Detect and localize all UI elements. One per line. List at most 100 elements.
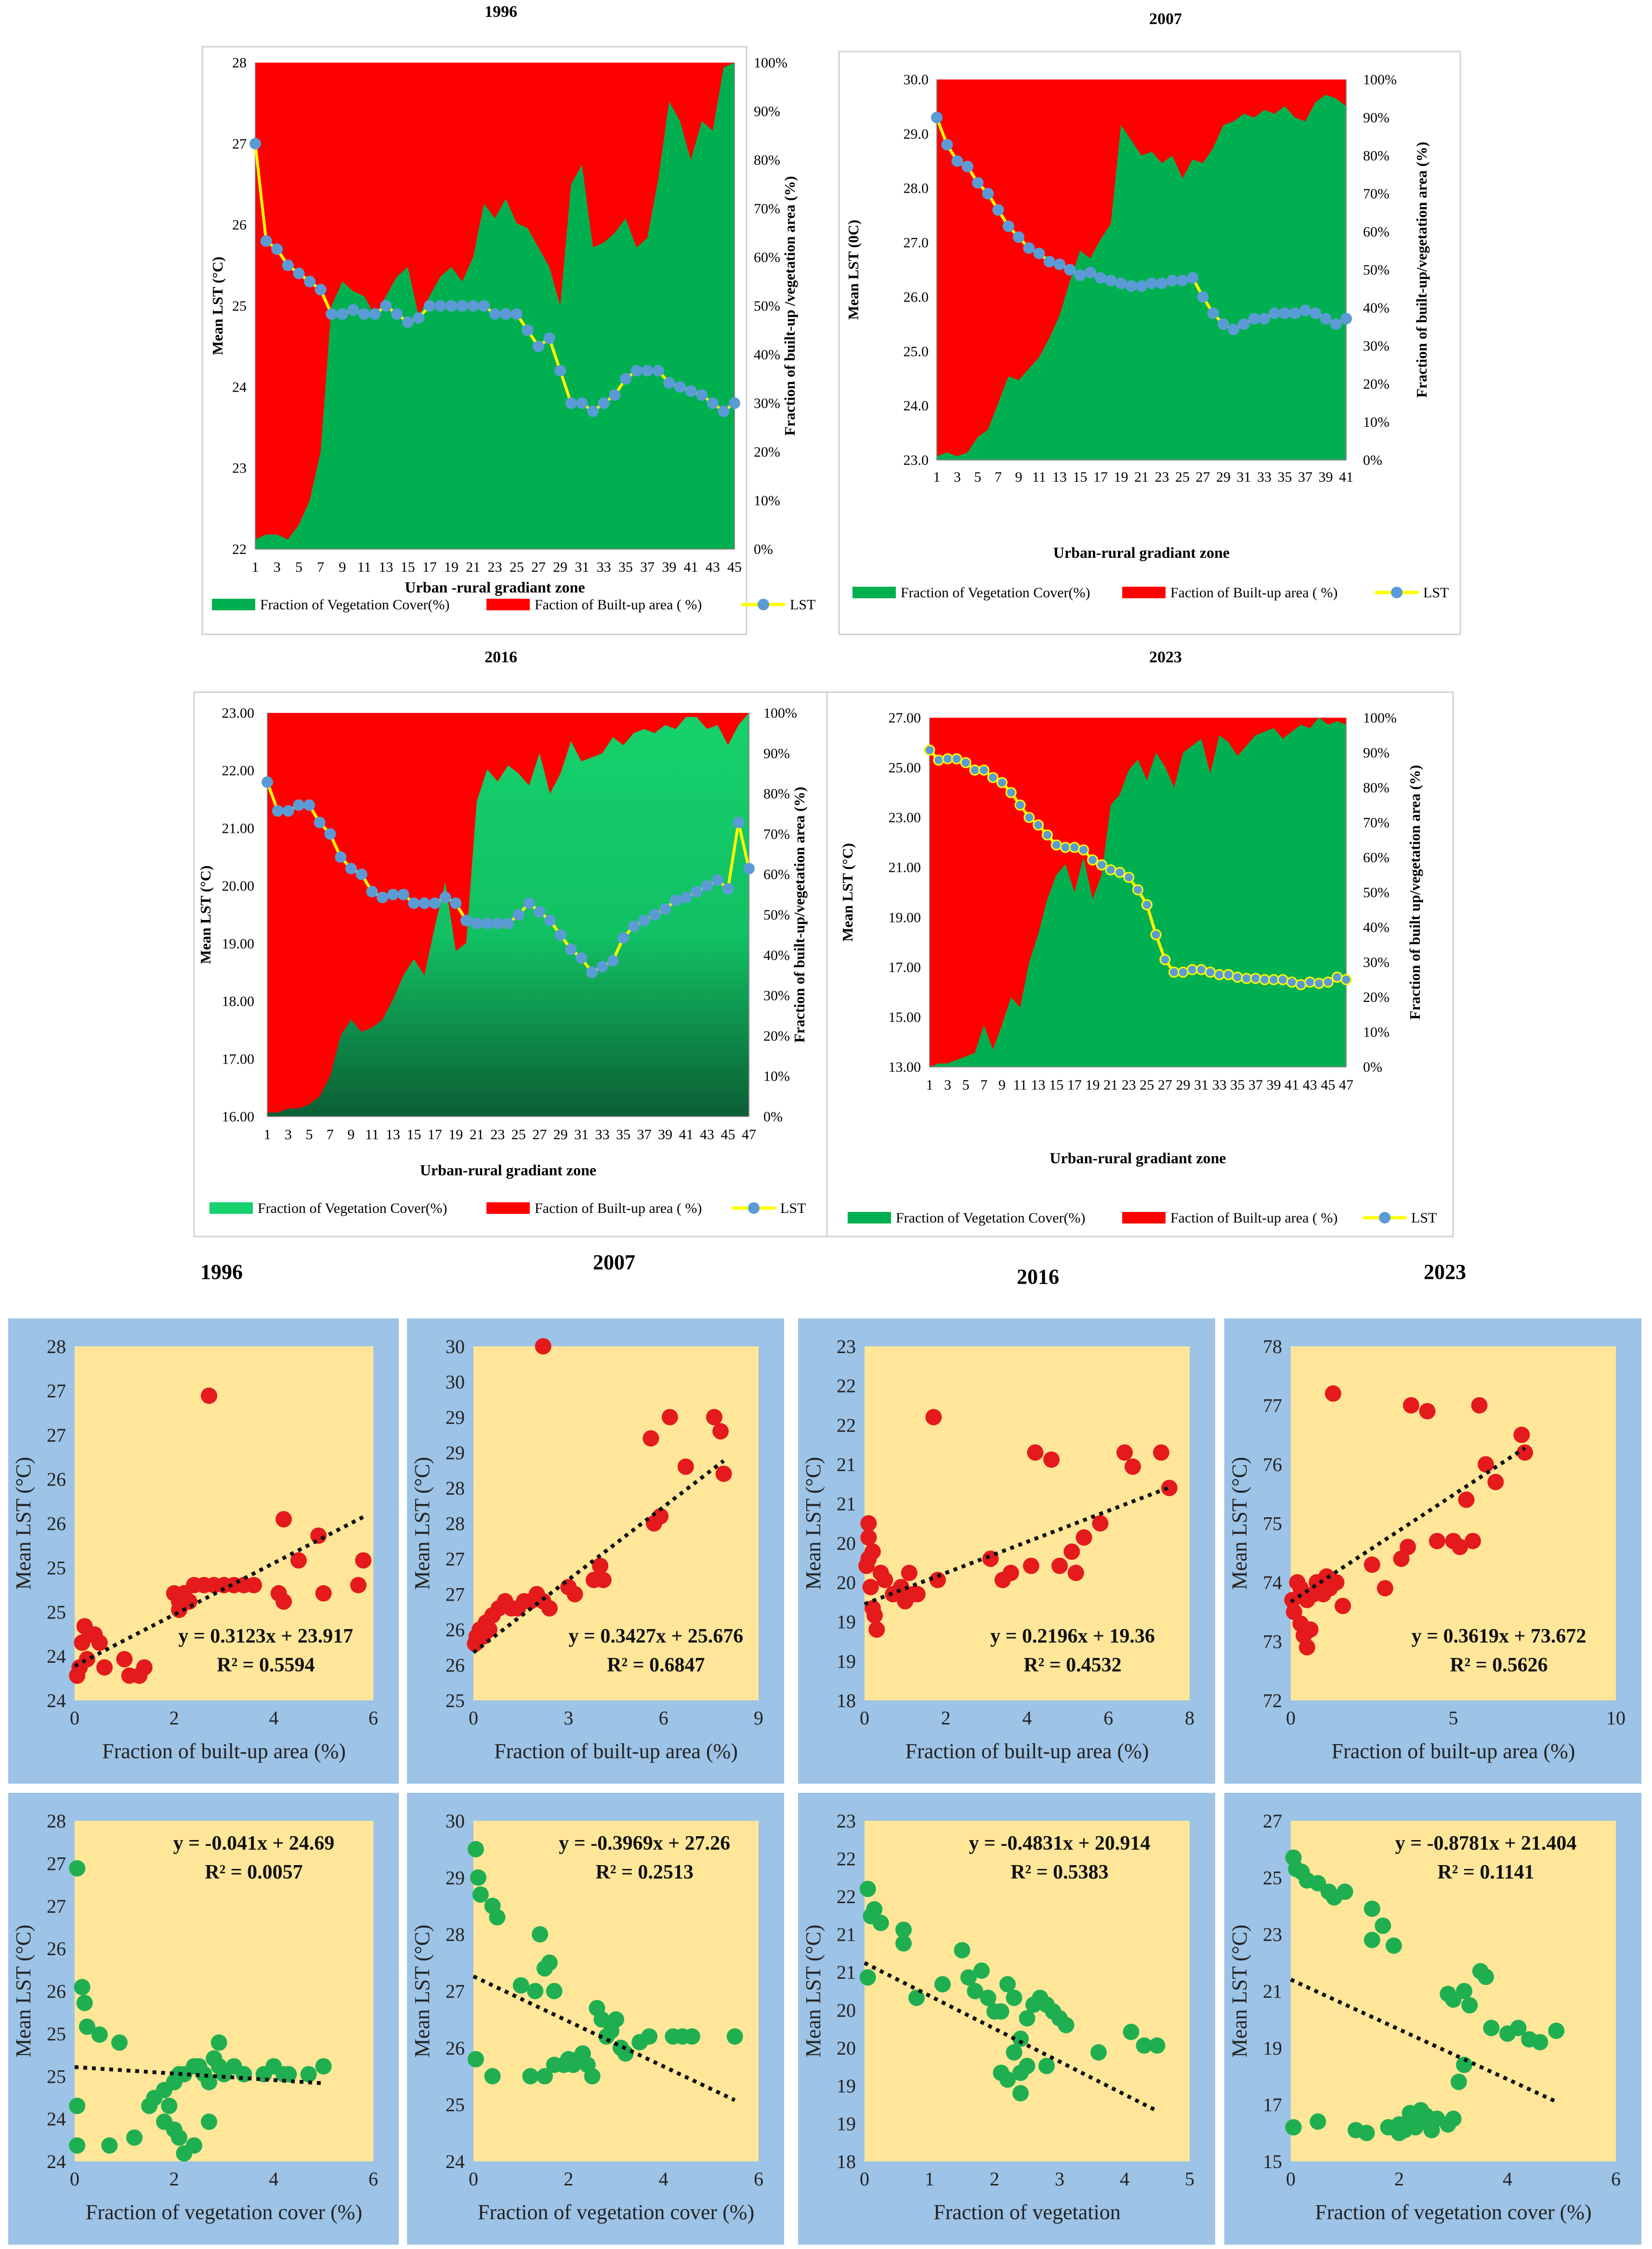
trendline xyxy=(74,2065,324,2085)
scatter-point xyxy=(69,2097,86,2114)
x-tick-label: 23 xyxy=(1155,469,1169,485)
scatter-point xyxy=(1019,2058,1036,2074)
y-tick-label: 24 xyxy=(47,1645,66,1667)
x-axis-label: Urban-rural gradiant zone xyxy=(420,1161,596,1179)
y-tick-label: 22 xyxy=(837,1414,856,1436)
lst-point xyxy=(544,915,556,926)
x-tick-label: 39 xyxy=(658,1127,672,1143)
y-tick-label: 25.00 xyxy=(889,760,921,776)
lst-point xyxy=(691,886,703,898)
scatter-point xyxy=(1532,2034,1548,2051)
scatter-point xyxy=(617,2045,634,2062)
x-tick-label: 15 xyxy=(406,1127,421,1143)
lst-point xyxy=(1259,313,1270,325)
scatter-point xyxy=(1310,2113,1326,2130)
x-tick-label: 23 xyxy=(1122,1077,1136,1093)
scatter-point xyxy=(860,1529,877,1546)
x-tick-label: 8 xyxy=(1185,1707,1194,1729)
lst-point xyxy=(391,308,403,320)
scatter-point xyxy=(726,2028,743,2045)
lst-point xyxy=(481,918,493,929)
scatter-point xyxy=(355,1552,372,1569)
scatter-point xyxy=(999,1976,1016,1993)
scatter-point xyxy=(96,1659,113,1676)
lst-point xyxy=(596,960,608,973)
lst-point xyxy=(619,373,631,385)
scatter-point xyxy=(315,1585,332,1602)
y2-tick-label: 90% xyxy=(754,104,780,119)
x-tick-label: 47 xyxy=(742,1127,756,1143)
lst-point xyxy=(249,138,261,150)
scatter-point xyxy=(1391,2125,1407,2142)
y2-tick-label: 20% xyxy=(763,1028,790,1044)
legend-vegetation-label: Fraction of Vegetation Cover(%) xyxy=(896,1210,1086,1226)
scatter-point xyxy=(86,1626,103,1643)
trend-r2: R² = 0.5594 xyxy=(217,1654,315,1676)
y-tick-label: 17.00 xyxy=(889,960,921,975)
scatter-point xyxy=(512,1977,529,1994)
lst-point xyxy=(1150,929,1162,940)
x-tick-label: 45 xyxy=(727,559,742,575)
scatter-point xyxy=(201,2113,217,2130)
scatter-point xyxy=(1337,1883,1353,1900)
lst-point xyxy=(718,405,730,417)
scatter-point xyxy=(275,1511,292,1527)
lst-point xyxy=(1313,978,1325,989)
lst-point xyxy=(446,300,457,312)
scatter-point xyxy=(1364,1556,1380,1573)
x-tick-label: 3 xyxy=(944,1077,951,1093)
lst-point xyxy=(434,300,446,312)
y2-tick-label: 40% xyxy=(1363,920,1390,935)
lst-point xyxy=(576,397,588,409)
y2-tick-label: 20% xyxy=(1363,376,1390,392)
scatter-point xyxy=(76,1995,93,2012)
scatter-point xyxy=(1548,2023,1565,2039)
x-tick-label: 41 xyxy=(684,559,698,575)
x-tick-label: 19 xyxy=(1085,1077,1100,1093)
scatter-point xyxy=(1285,2119,1302,2136)
scatter-point xyxy=(1513,1426,1530,1443)
x-tick-label: 47 xyxy=(1339,1077,1353,1093)
legend-vegetation-swatch xyxy=(212,599,255,610)
y-tick-label: 25 xyxy=(47,2023,66,2045)
x-tick-label: 5 xyxy=(1185,2168,1194,2190)
lst-point xyxy=(1156,277,1168,289)
x-tick-label: 9 xyxy=(347,1127,354,1143)
y-tick-label: 28 xyxy=(232,55,247,71)
lst-point xyxy=(1299,304,1311,316)
y-tick-label: 27 xyxy=(446,1981,465,2002)
y-tick-label: 30.0 xyxy=(904,72,929,88)
legend-builtup-swatch xyxy=(486,599,530,610)
scatter-point xyxy=(116,1651,133,1668)
y-tick-label: 28 xyxy=(446,1477,465,1499)
trend-r2: R² = 0.5383 xyxy=(1010,1861,1108,1883)
y2-axis-label: Fraction of built up/vegetation area (%) xyxy=(1406,765,1423,1020)
x-tick-label: 35 xyxy=(1278,469,1292,485)
lst-point xyxy=(1186,964,1198,975)
y-tick-label: 20.00 xyxy=(222,878,255,894)
x-tick-label: 23 xyxy=(488,559,502,575)
scatter-point xyxy=(980,1989,996,2006)
trend-r2: R² = 0.5626 xyxy=(1450,1654,1547,1676)
y2-tick-label: 10% xyxy=(754,493,780,509)
lst-point xyxy=(1105,864,1116,876)
y-tick-label: 20 xyxy=(837,1999,856,2021)
lst-point xyxy=(1033,248,1045,260)
lst-point xyxy=(467,300,479,312)
lst-point xyxy=(260,235,272,247)
lst-point xyxy=(1168,966,1180,978)
x-tick-label: 21 xyxy=(470,1127,484,1143)
x-tick-label: 1 xyxy=(252,559,259,575)
scatter-point xyxy=(1092,1515,1109,1532)
y-tick-label: 19 xyxy=(837,2113,856,2134)
y-tick-label: 20 xyxy=(837,1532,856,1554)
lst-point xyxy=(1023,812,1035,823)
lst-point xyxy=(933,754,944,766)
x-tick-label: 45 xyxy=(721,1127,735,1143)
scatter-point xyxy=(1445,2110,1462,2127)
x-tick-label: 7 xyxy=(995,469,1002,485)
scatter-point xyxy=(484,2068,501,2085)
lst-point xyxy=(1043,256,1055,268)
trend-r2: R² = 0.2513 xyxy=(596,1861,694,1883)
